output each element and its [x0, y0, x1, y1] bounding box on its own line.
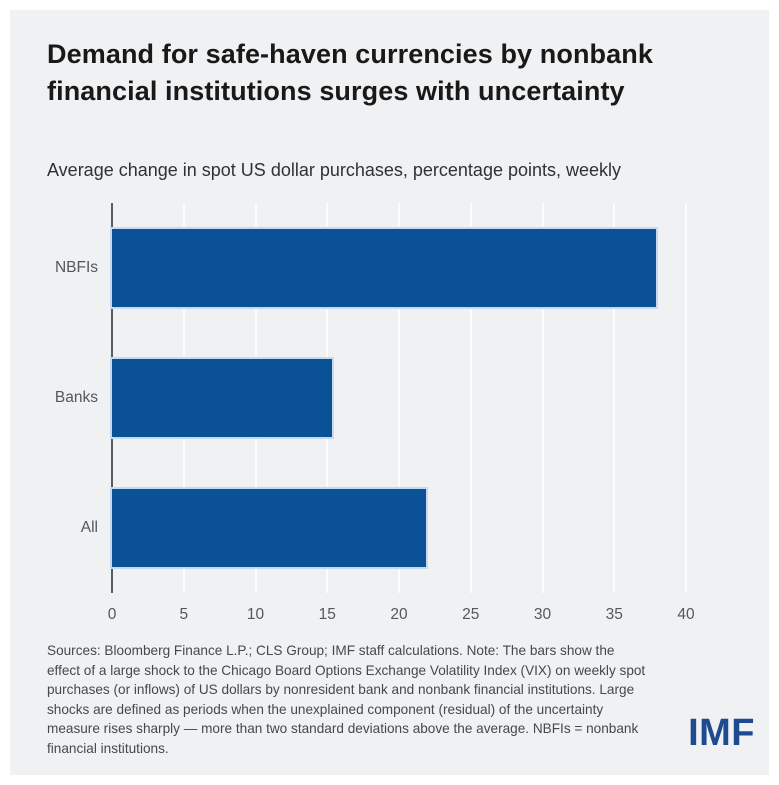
- chart-title-line-1: Demand for safe-haven currencies by nonb…: [47, 39, 653, 69]
- bar-banks: [112, 359, 332, 437]
- gridline-40: [685, 203, 687, 593]
- chart-title: Demand for safe-haven currencies by nonb…: [47, 36, 653, 110]
- bar-rows: [112, 203, 686, 593]
- x-tick-label-0: 0: [107, 606, 117, 623]
- bar-nbfis: [112, 229, 656, 307]
- plot-area: [111, 203, 687, 593]
- gridline-35: [613, 203, 616, 593]
- source-note: Sources: Bloomberg Finance L.P.; CLS Gro…: [47, 643, 646, 756]
- x-tick-label-20: 20: [390, 606, 408, 623]
- bar-row-all: [112, 463, 686, 593]
- chart-subtitle: Average change in spot US dollar purchas…: [47, 160, 622, 180]
- x-tick-label-35: 35: [605, 606, 623, 623]
- imf-logo: IMF: [688, 712, 755, 754]
- x-tick-label-15: 15: [318, 606, 336, 623]
- gridline-30: [541, 203, 544, 593]
- bar-all: [112, 489, 427, 567]
- bar-row-banks: [112, 333, 686, 463]
- bar-row-nbfis: [112, 203, 686, 333]
- gridline-25: [469, 203, 472, 593]
- x-axis-tick-labels: 0 5 10 15 20 25 30 35 40: [108, 606, 695, 626]
- x-tick-label-5: 5: [179, 606, 189, 623]
- category-labels: NBFIs Banks All: [10, 203, 98, 593]
- category-label-nbfis: NBFIs: [54, 259, 98, 276]
- x-tick-label-10: 10: [246, 606, 265, 623]
- gridline-20: [398, 203, 400, 593]
- chart-title-line-2: financial institutions surges with uncer…: [47, 76, 625, 106]
- chart-card: Demand for safe-haven currencies by nonb…: [10, 10, 769, 775]
- category-label-banks: Banks: [54, 389, 98, 406]
- category-label-all: All: [80, 519, 98, 536]
- x-tick-label-30: 30: [533, 606, 552, 623]
- x-tick-label-40: 40: [677, 606, 695, 623]
- x-tick-label-25: 25: [462, 606, 480, 623]
